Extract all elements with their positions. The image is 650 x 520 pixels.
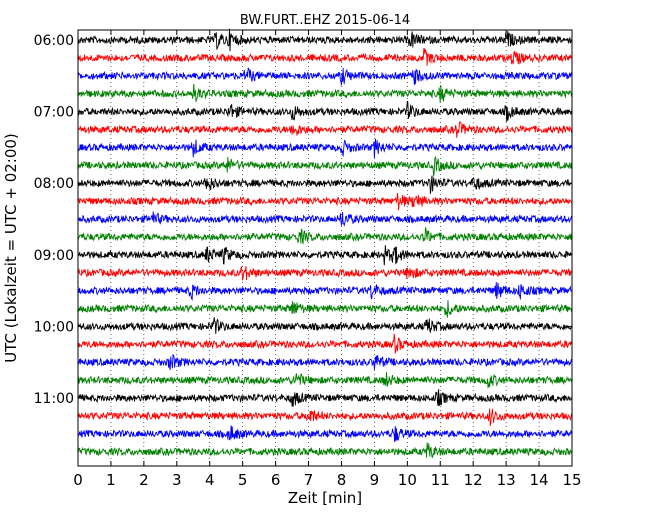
trace-0645 bbox=[77, 84, 573, 104]
trace-0915 bbox=[77, 265, 573, 281]
x-axis-label: Zeit [min] bbox=[288, 489, 362, 507]
x-tick-label: 10 bbox=[398, 471, 417, 489]
x-tick-label: 5 bbox=[238, 471, 248, 489]
trace-1000 bbox=[77, 317, 573, 334]
trace-1145 bbox=[77, 442, 573, 459]
x-tick-label: 6 bbox=[271, 471, 281, 489]
trace-0800 bbox=[77, 175, 573, 194]
y-tick-label: 06:00 bbox=[34, 33, 74, 49]
trace-0815 bbox=[77, 192, 573, 211]
y-axis-label: UTC (Lokalzeit = UTC + 02:00) bbox=[2, 133, 20, 363]
trace-0630 bbox=[77, 67, 573, 86]
x-axis-ticks: 0 1 2 3 4 5 6 7 8 9 10 11 12 13 14 15 bbox=[73, 30, 582, 489]
seismic-traces bbox=[77, 28, 573, 459]
trace-0715 bbox=[77, 121, 573, 138]
x-tick-label: 11 bbox=[431, 471, 450, 489]
trace-1015 bbox=[77, 333, 573, 355]
trace-0930 bbox=[77, 281, 573, 301]
trace-0615 bbox=[77, 48, 573, 66]
x-tick-label: 4 bbox=[205, 471, 215, 489]
x-tick-label: 3 bbox=[172, 471, 182, 489]
y-tick-label: 11:00 bbox=[34, 391, 74, 407]
trace-1045 bbox=[77, 372, 573, 389]
trace-0945 bbox=[77, 300, 573, 318]
trace-0830 bbox=[77, 211, 573, 227]
y-tick-label: 10:00 bbox=[34, 319, 74, 335]
trace-0845 bbox=[77, 226, 573, 245]
x-tick-label: 9 bbox=[370, 471, 380, 489]
y-axis-ticks: 06:00 07:00 08:00 09:00 10:00 11:00 bbox=[34, 33, 572, 407]
x-tick-label: 8 bbox=[337, 471, 347, 489]
x-tick-label: 15 bbox=[562, 471, 581, 489]
trace-0745 bbox=[77, 155, 573, 177]
x-tick-label: 2 bbox=[139, 471, 149, 489]
plot-frame bbox=[77, 29, 573, 467]
x-tick-label: 14 bbox=[530, 471, 549, 489]
x-tick-label: 0 bbox=[73, 471, 83, 489]
x-tick-label: 12 bbox=[464, 471, 483, 489]
y-tick-label: 08:00 bbox=[34, 176, 74, 192]
trace-1130 bbox=[77, 425, 573, 443]
trace-1100 bbox=[77, 388, 573, 407]
trace-1115 bbox=[77, 408, 573, 426]
trace-0700 bbox=[77, 100, 573, 122]
trace-0730 bbox=[77, 138, 573, 159]
trace-0900 bbox=[77, 245, 573, 266]
trace-0600 bbox=[77, 28, 573, 52]
trace-1030 bbox=[77, 354, 573, 370]
x-tick-label: 7 bbox=[304, 471, 314, 489]
x-tick-label: 1 bbox=[106, 471, 116, 489]
x-tick-label: 13 bbox=[497, 471, 516, 489]
chart-title: BW.FURT..EHZ 2015-06-14 bbox=[240, 13, 410, 28]
y-tick-label: 07:00 bbox=[34, 105, 74, 121]
y-tick-label: 09:00 bbox=[34, 248, 74, 264]
